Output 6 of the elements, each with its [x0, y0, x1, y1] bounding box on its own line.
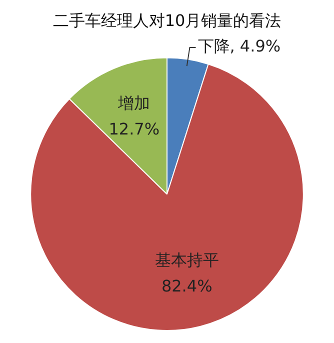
slice-label: 增加 [117, 93, 150, 112]
chart-title: 二手车经理人对10月销量的看法 [52, 10, 282, 30]
data-label: 12.7% [108, 119, 160, 138]
data-label: 82.4% [161, 276, 212, 296]
slice-label: 下降, 4.9% [198, 36, 281, 56]
slice-label: 基本持平 [154, 250, 219, 270]
